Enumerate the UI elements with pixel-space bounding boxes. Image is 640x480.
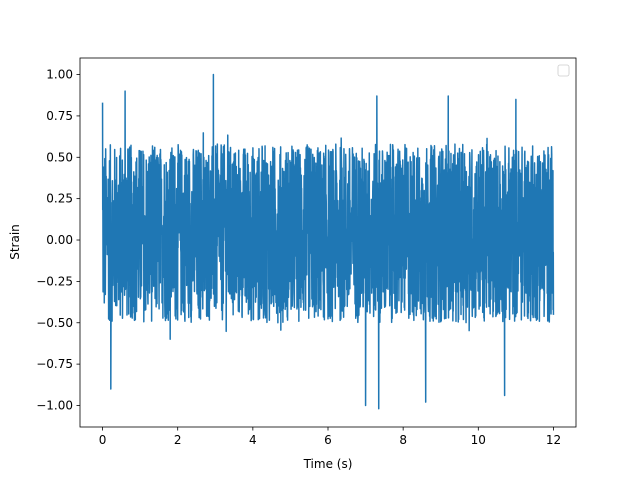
- x-tick-label: 12: [546, 433, 561, 447]
- x-tick-label: 6: [324, 433, 332, 447]
- y-tick-label: −0.50: [36, 316, 73, 330]
- y-tick-label: −0.75: [36, 357, 73, 371]
- y-tick-label: 1.00: [46, 68, 73, 82]
- y-tick-label: 0.00: [46, 233, 73, 247]
- legend-box: [557, 64, 570, 77]
- y-tick-label: −1.00: [36, 398, 73, 412]
- x-tick-label: 10: [471, 433, 486, 447]
- y-tick-label: −0.25: [36, 274, 73, 288]
- y-tick-label: 0.25: [46, 192, 73, 206]
- x-tick-label: 0: [99, 433, 107, 447]
- x-tick-label: 8: [399, 433, 407, 447]
- x-tick-label: 2: [174, 433, 182, 447]
- y-tick-label: 0.75: [46, 109, 73, 123]
- y-axis-label: Strain: [8, 224, 22, 260]
- plot-frame: [79, 57, 577, 428]
- series-line-strain: [101, 73, 555, 410]
- series-layer: [101, 73, 555, 410]
- ticks-layer: 0 2 4 6 8 10 12 1.00 0.75 0.50 0.25 0.00 −0.25 −0.50 −…: [36, 68, 561, 447]
- x-axis-label: Time (s): [303, 457, 353, 471]
- x-tick-label: 4: [249, 433, 257, 447]
- y-tick-label: 0.50: [46, 150, 73, 164]
